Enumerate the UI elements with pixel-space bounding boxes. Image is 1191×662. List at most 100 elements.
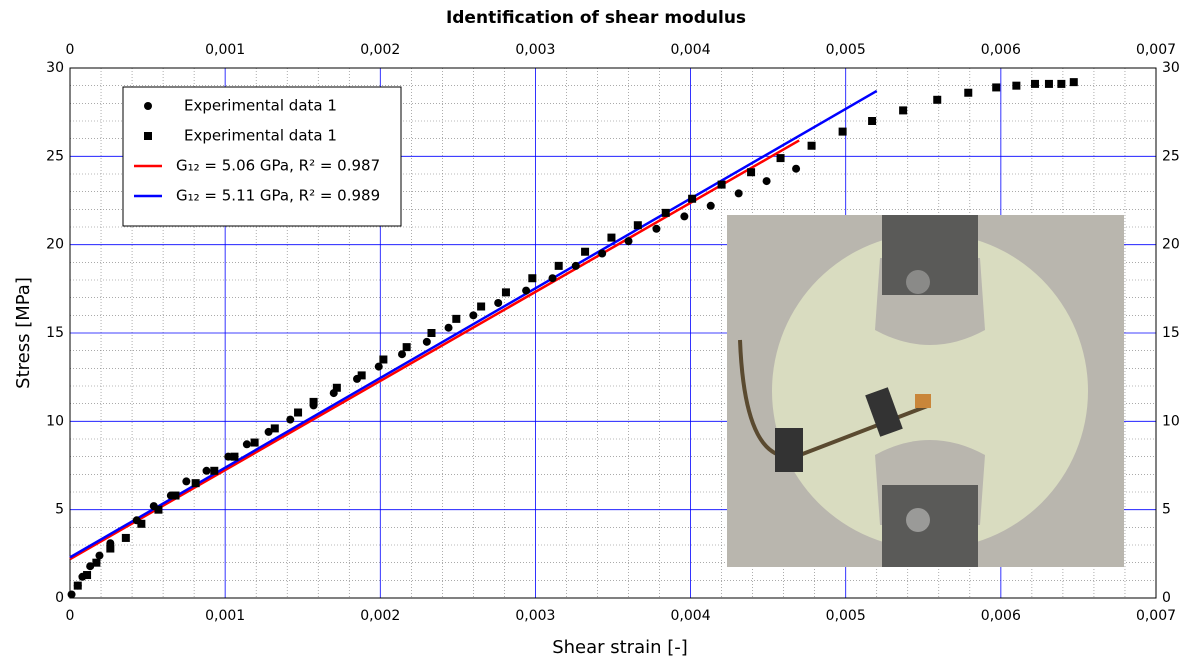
legend-box [122, 86, 402, 227]
y-right-tick-label: 20 [1162, 237, 1180, 253]
data-point [528, 274, 537, 283]
data-point [706, 201, 715, 210]
data-point [762, 177, 771, 186]
data-point [1012, 81, 1021, 90]
data-point [688, 194, 697, 203]
data-point [494, 298, 503, 307]
data-point [427, 329, 436, 337]
data-point [792, 164, 801, 173]
data-point [734, 189, 743, 198]
data-point [402, 343, 411, 352]
data-point [309, 397, 318, 406]
data-point [680, 212, 689, 221]
data-point [501, 288, 510, 297]
fit-line [69, 139, 800, 561]
y-right-tick-label: 30 [1162, 60, 1180, 76]
data-point [838, 127, 847, 136]
fit-line [69, 89, 878, 559]
data-point [964, 88, 973, 97]
clip-left [775, 428, 803, 472]
y-right-tick-label: 25 [1162, 148, 1180, 164]
x-top-tick-label: 0,002 [360, 42, 400, 58]
strain-gauge [915, 394, 931, 408]
data-point [607, 233, 616, 242]
clip-right [865, 387, 903, 437]
x-top-tick-label: 0,004 [671, 42, 711, 58]
data-point [270, 424, 279, 433]
x-top-tick-label: 0,003 [515, 42, 555, 58]
data-point [224, 452, 233, 461]
data-point [332, 383, 341, 392]
data-point [933, 95, 942, 104]
y-tick-label: 0 [55, 590, 64, 606]
x-tick-label: 0,007 [1136, 608, 1176, 624]
specimen-disc [772, 233, 1088, 549]
data-point [137, 519, 146, 528]
legend-label: Experimental data 1 [184, 127, 337, 145]
data-point [868, 117, 877, 125]
legend-marker [144, 132, 152, 140]
y-right-tick-label: 15 [1162, 325, 1180, 341]
grip-bottom [882, 485, 978, 567]
data-point [357, 371, 366, 380]
data-point [286, 415, 295, 424]
y-tick-label: 5 [55, 502, 64, 518]
data-point [992, 83, 1001, 92]
photo-inset [727, 215, 1124, 567]
x-top-tick-label: 0,006 [981, 42, 1021, 58]
data-point [598, 249, 607, 258]
data-point [398, 350, 407, 359]
x-tick-label: 0,004 [671, 608, 711, 624]
x-tick-label: 0,006 [981, 608, 1021, 624]
y-tick-label: 10 [46, 413, 64, 429]
data-point [469, 311, 478, 320]
data-point [106, 544, 115, 553]
data-point [807, 141, 816, 150]
data-point [747, 168, 756, 177]
data-point [86, 562, 95, 571]
y-tick-label: 15 [46, 325, 64, 341]
x-top-tick-label: 0,005 [826, 42, 866, 58]
x-top-tick-label: 0,001 [205, 42, 245, 58]
data-point [554, 261, 563, 270]
data-point [444, 323, 453, 332]
data-point [548, 274, 557, 283]
y-right-tick-label: 5 [1162, 502, 1171, 518]
data-point [73, 581, 82, 590]
data-point [67, 590, 76, 599]
data-point [661, 208, 670, 217]
y-tick-label: 25 [46, 148, 64, 164]
data-point [202, 466, 211, 475]
chart-title: Identification of shear modulus [446, 8, 746, 28]
data-point [83, 571, 92, 580]
data-point [581, 247, 590, 256]
data-point [191, 479, 200, 488]
data-point [1069, 78, 1078, 87]
data-point [95, 551, 104, 560]
x-top-tick-label: 0 [66, 42, 75, 58]
plot-marks [67, 78, 1078, 599]
data-point [379, 355, 388, 364]
grip-top [882, 215, 978, 295]
data-point [230, 452, 239, 461]
x-tick-label: 0,001 [205, 608, 245, 624]
data-point [899, 106, 908, 115]
legend-label: G₁₂ = 5.11 GPa, R² = 0.989 [176, 187, 380, 205]
y-tick-label: 20 [46, 237, 64, 253]
x-tick-label: 0,002 [360, 608, 400, 624]
data-point [477, 302, 486, 311]
data-point [1057, 79, 1066, 88]
data-point [171, 491, 180, 500]
legend-label: Experimental data 1 [184, 97, 337, 115]
x-tick-label: 0,003 [515, 608, 555, 624]
legend-label: G₁₂ = 5.06 GPa, R² = 0.987 [176, 157, 380, 175]
x-tick-label: 0,005 [826, 608, 866, 624]
bolt-bottom [906, 508, 930, 532]
data-point [182, 477, 191, 486]
data-point [154, 505, 163, 514]
data-point [264, 427, 273, 436]
y-tick-label: 30 [46, 60, 64, 76]
data-point [294, 408, 303, 417]
